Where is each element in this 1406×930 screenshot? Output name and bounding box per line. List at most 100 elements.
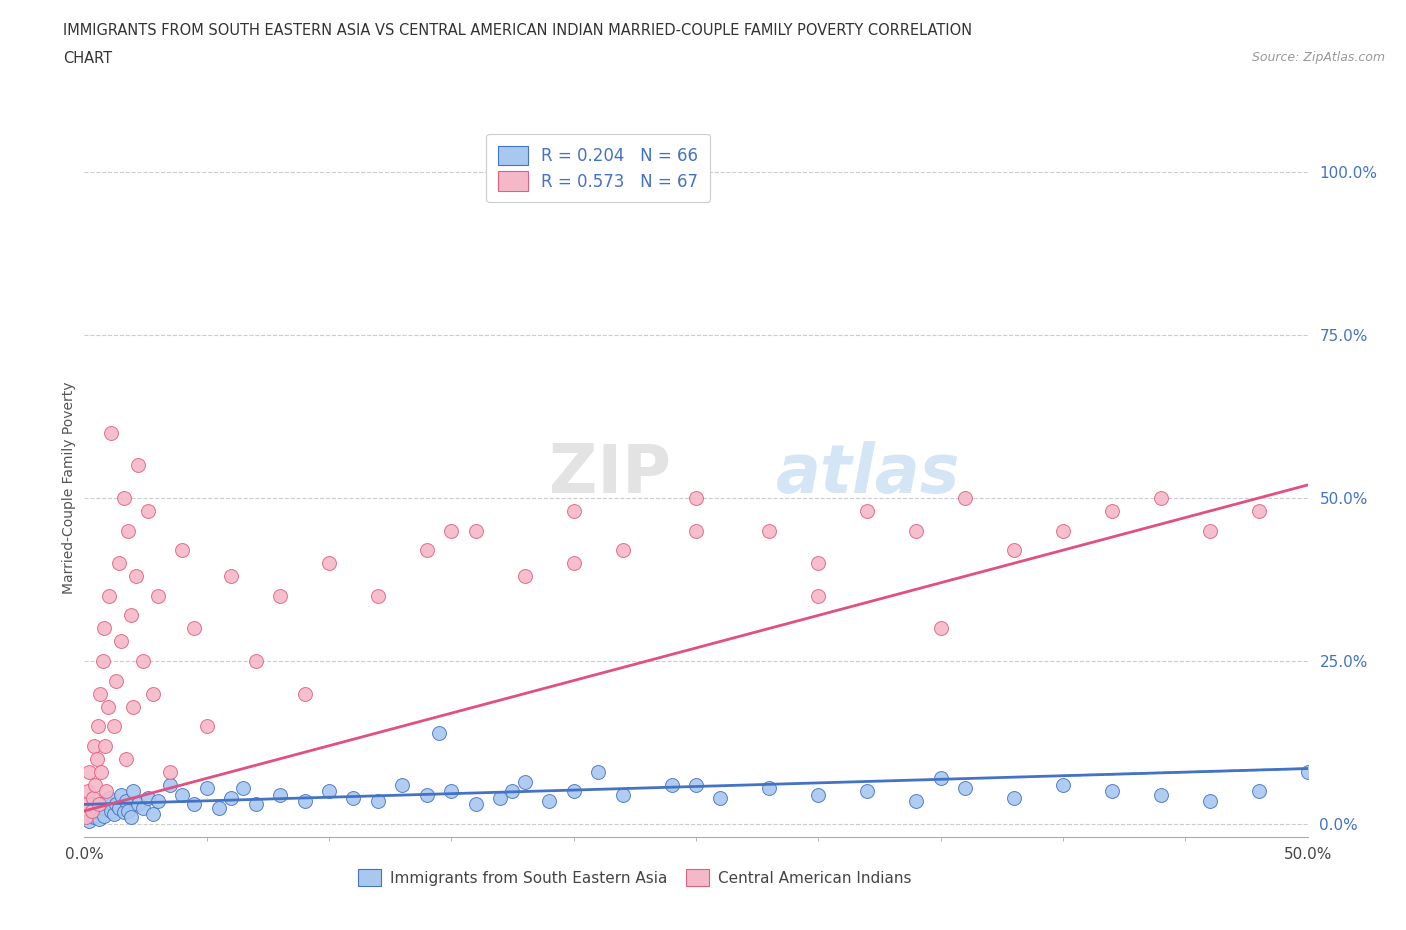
Point — [100, 804, 122, 818]
Point — [122, 784, 145, 799]
Point — [1101, 504, 1123, 519]
Point — [84, 777, 107, 792]
Point — [80, 797, 103, 812]
Point — [97, 699, 120, 714]
Point — [127, 458, 149, 472]
Point — [83, 810, 105, 825]
Point — [269, 589, 291, 604]
Point — [100, 425, 122, 440]
Point — [136, 790, 159, 805]
Point — [110, 787, 132, 802]
Point — [807, 787, 830, 802]
Point — [132, 800, 155, 815]
Point — [513, 569, 536, 584]
Point — [120, 810, 142, 825]
Point — [929, 771, 952, 786]
Point — [132, 654, 155, 669]
Point — [562, 556, 585, 571]
Point — [685, 491, 707, 506]
Point — [97, 589, 120, 604]
Point — [427, 725, 450, 740]
Point — [117, 524, 139, 538]
Point — [195, 780, 218, 795]
Point — [953, 780, 976, 795]
Point — [807, 556, 830, 571]
Point — [391, 777, 413, 792]
Point — [93, 809, 115, 824]
Point — [612, 543, 634, 558]
Point — [117, 804, 139, 818]
Point — [562, 504, 585, 519]
Point — [1052, 524, 1074, 538]
Point — [416, 787, 439, 802]
Point — [142, 686, 165, 701]
Point — [1101, 784, 1123, 799]
Point — [120, 608, 142, 623]
Point — [208, 800, 231, 815]
Y-axis label: Married-Couple Family Poverty: Married-Couple Family Poverty — [62, 382, 76, 594]
Point — [464, 797, 486, 812]
Point — [294, 793, 316, 808]
Point — [112, 491, 135, 506]
Point — [1296, 764, 1319, 779]
Point — [96, 784, 118, 799]
Point — [440, 784, 463, 799]
Point — [367, 589, 389, 604]
Point — [245, 654, 267, 669]
Point — [685, 524, 707, 538]
Point — [1150, 491, 1173, 506]
Point — [87, 797, 110, 812]
Point — [1150, 787, 1173, 802]
Point — [219, 569, 242, 584]
Point — [294, 686, 316, 701]
Point — [612, 787, 634, 802]
Point — [107, 556, 129, 571]
Point — [90, 764, 112, 779]
Point — [1247, 504, 1270, 519]
Point — [93, 621, 115, 636]
Point — [172, 543, 194, 558]
Point — [562, 784, 585, 799]
Point — [1002, 543, 1025, 558]
Point — [97, 790, 120, 805]
Point — [77, 764, 100, 779]
Point — [245, 797, 267, 812]
Point — [1052, 777, 1074, 792]
Point — [90, 800, 112, 815]
Point — [758, 524, 780, 538]
Point — [91, 654, 114, 669]
Point — [538, 793, 561, 808]
Point — [110, 634, 132, 649]
Text: CHART: CHART — [63, 51, 112, 66]
Point — [856, 784, 879, 799]
Point — [219, 790, 242, 805]
Point — [513, 774, 536, 789]
Point — [489, 790, 512, 805]
Point — [105, 797, 128, 812]
Point — [125, 569, 148, 584]
Point — [112, 804, 135, 819]
Point — [103, 719, 125, 734]
Point — [115, 751, 138, 766]
Point — [127, 797, 149, 812]
Point — [87, 811, 110, 826]
Point — [661, 777, 683, 792]
Point — [115, 793, 138, 808]
Point — [367, 793, 389, 808]
Point — [80, 804, 103, 818]
Point — [159, 764, 181, 779]
Point — [183, 621, 205, 636]
Point — [146, 589, 169, 604]
Point — [107, 800, 129, 815]
Point — [122, 699, 145, 714]
Point — [87, 719, 110, 734]
Point — [440, 524, 463, 538]
Point — [75, 810, 97, 825]
Point — [136, 504, 159, 519]
Point — [83, 738, 105, 753]
Point — [195, 719, 218, 734]
Point — [1247, 784, 1270, 799]
Text: IMMIGRANTS FROM SOUTH EASTERN ASIA VS CENTRAL AMERICAN INDIAN MARRIED-COUPLE FAM: IMMIGRANTS FROM SOUTH EASTERN ASIA VS CE… — [63, 23, 973, 38]
Text: ZIP: ZIP — [550, 442, 671, 507]
Point — [807, 589, 830, 604]
